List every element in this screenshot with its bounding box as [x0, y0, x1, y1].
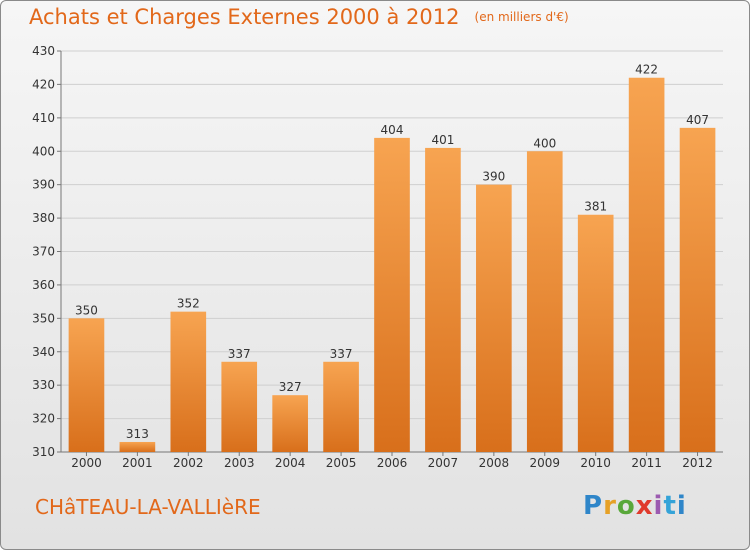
bar-value-label: 337: [330, 347, 353, 361]
x-tick-label: 2005: [326, 456, 357, 470]
bar: [69, 318, 105, 452]
bar: [425, 148, 461, 452]
y-tick-label: 420: [32, 77, 55, 91]
bar: [527, 151, 563, 452]
bar-value-label: 404: [381, 123, 404, 137]
logo-letter: x: [636, 491, 654, 521]
y-tick-label: 310: [32, 445, 55, 459]
y-tick-label: 410: [32, 111, 55, 125]
bar: [120, 442, 156, 452]
y-tick-label: 400: [32, 144, 55, 158]
x-tick-label: 2011: [631, 456, 662, 470]
place-name: CHâTEAU-LA-VALLIèRE: [35, 495, 261, 519]
bar-value-label: 422: [635, 63, 658, 77]
bar: [476, 185, 512, 452]
bar: [323, 362, 359, 452]
x-tick-label: 2008: [479, 456, 510, 470]
y-tick-label: 340: [32, 345, 55, 359]
x-tick-label: 2002: [173, 456, 204, 470]
logo-letter: i: [677, 491, 687, 521]
x-tick-label: 2004: [275, 456, 306, 470]
bar-value-label: 381: [584, 200, 607, 214]
y-tick-label: 380: [32, 211, 55, 225]
proxiti-logo: Proxiti: [583, 491, 687, 521]
y-tick-label: 360: [32, 278, 55, 292]
bar-value-label: 313: [126, 427, 149, 441]
y-tick-label: 370: [32, 245, 55, 259]
x-tick-label: 2010: [580, 456, 611, 470]
bar: [272, 395, 308, 452]
x-tick-labels: 2000 2001 2002 2003 2004 2005 2006 2007 2008 2009…: [71, 456, 713, 470]
chart-frame: Achats et Charges Externes 2000 à 2012 (…: [0, 0, 750, 550]
y-tick-label: 350: [32, 311, 55, 325]
x-tick-label: 2012: [682, 456, 713, 470]
x-tick-label: 2009: [529, 456, 560, 470]
bar-value-label: 401: [431, 133, 454, 147]
x-tick-label: 2003: [224, 456, 255, 470]
bar: [578, 215, 614, 452]
logo-letter: P: [583, 491, 603, 521]
bar: [680, 128, 716, 452]
y-tick-label: 390: [32, 178, 55, 192]
bar: [374, 138, 410, 452]
bar-value-label: 400: [533, 136, 556, 150]
bar-value-label: 337: [228, 347, 251, 361]
y-tick-label: 330: [32, 378, 55, 392]
bar-value-label: 390: [482, 170, 505, 184]
y-tick-labels: 310 320 330 340 350 360 370 380 390 400 410 420 430: [32, 44, 55, 459]
bar-chart: 350313352337327337404401390400381422407 …: [1, 1, 749, 549]
x-tick-label: 2007: [428, 456, 459, 470]
logo-letter: i: [654, 491, 664, 521]
x-tick-label: 2000: [71, 456, 102, 470]
bar: [629, 78, 665, 452]
bar-value-label: 350: [75, 303, 98, 317]
y-tick-label: 320: [32, 412, 55, 426]
logo-letter: r: [603, 491, 617, 521]
bar-value-label: 352: [177, 297, 200, 311]
x-tick-label: 2006: [377, 456, 408, 470]
logo-letter: o: [617, 491, 636, 521]
x-tick-label: 2001: [122, 456, 153, 470]
bar-value-label: 327: [279, 380, 302, 394]
y-tick-label: 430: [32, 44, 55, 58]
bar: [170, 312, 206, 452]
bar-value-label: 407: [686, 113, 709, 127]
bar: [221, 362, 257, 452]
logo-letter: t: [663, 491, 676, 521]
